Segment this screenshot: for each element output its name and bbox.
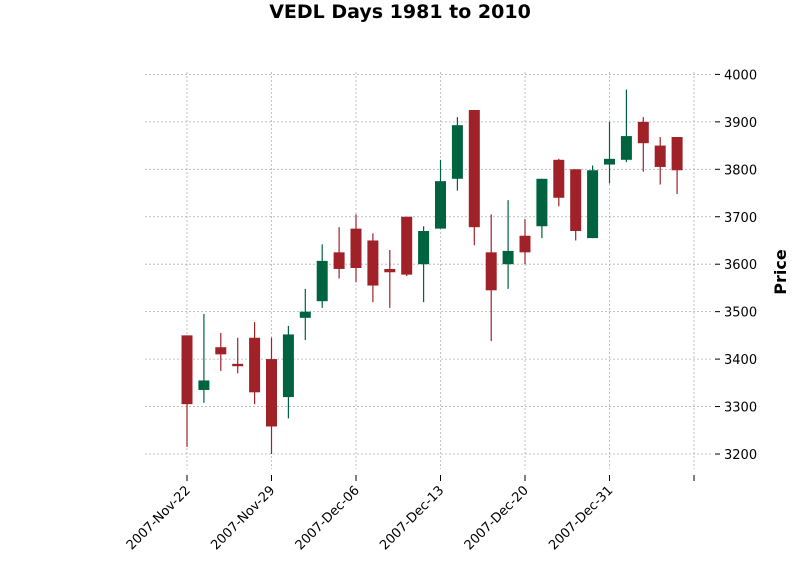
candle-body-down xyxy=(384,268,396,273)
candle-body-down xyxy=(266,359,277,427)
candle-body-down xyxy=(519,235,531,253)
candle xyxy=(282,325,294,419)
candle-body-down xyxy=(215,347,227,355)
candle xyxy=(587,165,599,239)
candle xyxy=(198,314,210,403)
x-tick-label: 2007-Dec-31 xyxy=(546,483,616,553)
x-tick-label: 2007-Nov-22 xyxy=(124,483,194,553)
candle xyxy=(299,288,311,341)
x-tick-label: 2007-Dec-13 xyxy=(377,483,447,553)
y-tick-label: 3500 xyxy=(724,306,757,321)
candle-body-up xyxy=(604,158,615,165)
candle xyxy=(553,158,565,207)
y-tick-label: 3200 xyxy=(724,448,757,463)
candle-body-up xyxy=(451,125,463,179)
x-axis: 2007-Nov-22 2007-Nov-29 2007-Dec-06 2007-De… xyxy=(124,475,695,553)
candle xyxy=(333,227,345,279)
candle-body-down xyxy=(249,337,261,393)
candle xyxy=(316,244,328,308)
candle xyxy=(604,121,615,184)
candle-body-up xyxy=(587,170,599,239)
candle-body-down xyxy=(637,121,649,144)
y-axis: 3200 3300 3400 3500 3600 3700 3800 3900 4000 xyxy=(715,68,757,463)
candle xyxy=(468,109,480,246)
candle xyxy=(181,335,193,447)
candle xyxy=(384,249,396,308)
y-tick-label: 3800 xyxy=(724,163,757,178)
candle-body-up xyxy=(418,230,430,265)
candle xyxy=(266,337,277,454)
y-tick-label: 3300 xyxy=(724,401,757,416)
candle-body-down xyxy=(333,252,345,269)
candle xyxy=(367,233,379,303)
candle-layer xyxy=(181,89,683,454)
candle xyxy=(401,216,413,277)
y-tick-label: 3700 xyxy=(724,211,757,226)
candle xyxy=(536,178,548,239)
y-axis-label: Price xyxy=(771,249,790,295)
candle xyxy=(249,322,261,405)
candle-body-down xyxy=(485,252,497,291)
candle-body-down xyxy=(367,240,379,286)
candle xyxy=(654,137,666,185)
candle-body-up xyxy=(435,181,446,229)
candle xyxy=(671,137,683,194)
candle xyxy=(519,219,531,265)
candle xyxy=(451,117,463,191)
candle xyxy=(502,200,514,289)
candle-body-up xyxy=(282,334,294,398)
chart-title: VEDL Days 1981 to 2010 xyxy=(269,1,531,23)
candle xyxy=(570,169,582,241)
candle-body-down xyxy=(468,109,480,228)
candle xyxy=(418,226,430,303)
candle-body-up xyxy=(316,260,328,302)
candle-body-up xyxy=(620,136,632,160)
y-tick-label: 3900 xyxy=(724,116,757,131)
candle-body-up xyxy=(198,380,210,390)
x-tick-label: 2007-Nov-29 xyxy=(208,483,278,553)
candle xyxy=(637,117,649,172)
candle xyxy=(485,214,497,342)
candle xyxy=(215,333,227,371)
x-tick-label: 2007-Dec-20 xyxy=(462,483,532,553)
candle-body-down xyxy=(350,228,362,268)
candle-body-down xyxy=(553,159,565,198)
x-tick-label: 2007-Dec-06 xyxy=(293,483,363,553)
candle-body-down xyxy=(671,137,683,171)
grid-layer xyxy=(145,72,712,469)
candle-body-up xyxy=(502,250,514,265)
y-tick-label: 3400 xyxy=(724,353,757,368)
candle xyxy=(232,337,244,374)
candle-body-up xyxy=(536,178,548,227)
candle-body-down xyxy=(232,363,244,367)
candle-body-down xyxy=(181,335,193,405)
candle-body-down xyxy=(401,216,413,275)
candle-body-up xyxy=(299,311,311,318)
candle-body-down xyxy=(654,145,666,167)
candle xyxy=(350,214,362,283)
y-tick-label: 4000 xyxy=(724,68,757,83)
candle xyxy=(620,89,632,163)
candle-body-down xyxy=(570,169,582,231)
candle xyxy=(435,159,446,229)
y-tick-label: 3600 xyxy=(724,258,757,273)
